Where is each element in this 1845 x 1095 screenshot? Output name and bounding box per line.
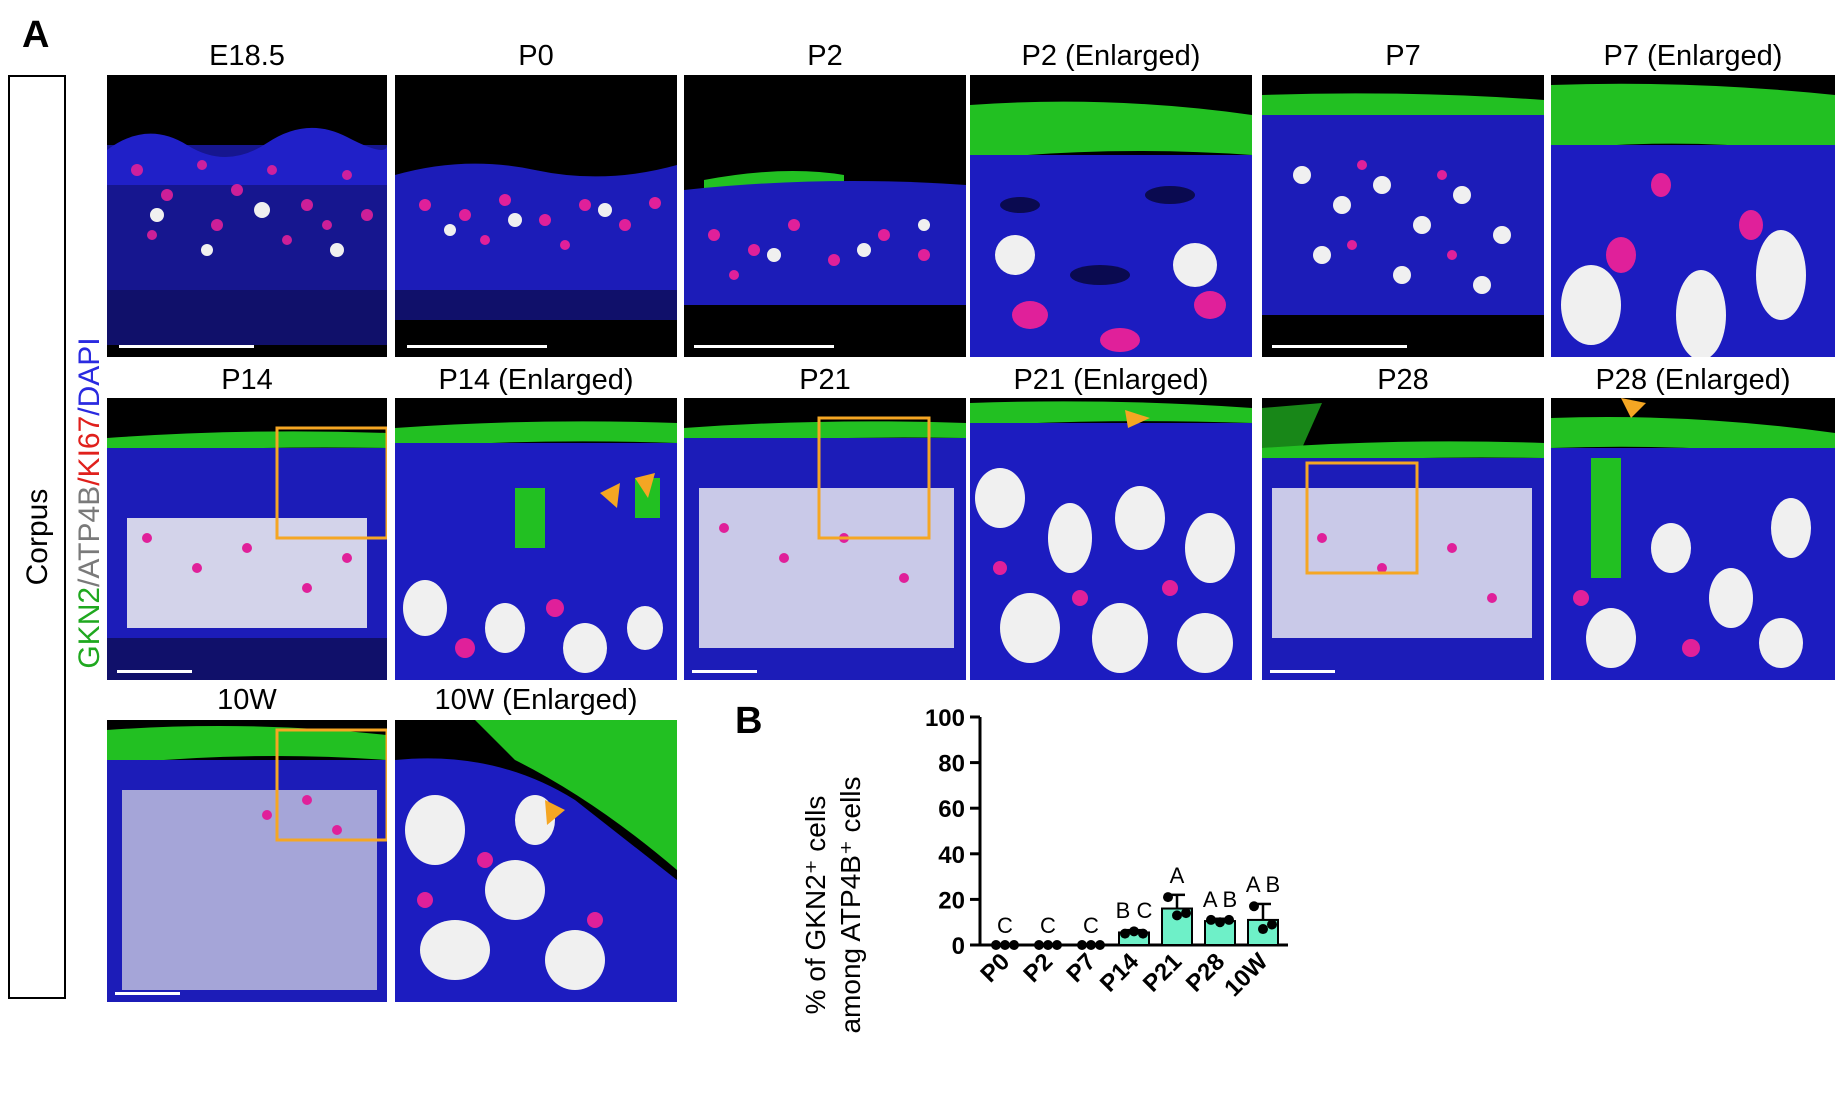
x-tick-label: P21	[1138, 948, 1187, 997]
data-point	[1215, 917, 1225, 928]
micrograph-p21	[684, 398, 966, 680]
title-p21: P21	[799, 364, 851, 396]
y-axis-label-line1: % of GKN2⁺ cells	[800, 796, 831, 1015]
data-point	[1172, 910, 1182, 921]
micrograph-p14-enlarged	[395, 398, 677, 680]
significance-label: A	[1170, 863, 1185, 888]
micrograph-p2-enlarged	[970, 75, 1252, 357]
x-tick-label: P0	[975, 948, 1015, 988]
x-tick-label: 10W	[1219, 948, 1273, 1002]
significance-label: B C	[1116, 898, 1153, 923]
significance-label: A B	[1203, 887, 1237, 912]
significance-label: C	[1083, 913, 1099, 938]
data-point	[1163, 892, 1173, 903]
data-point	[1043, 940, 1053, 950]
micrograph-p0	[395, 75, 677, 357]
data-point	[1138, 928, 1148, 939]
title-p2-enlarged: P2 (Enlarged)	[1021, 40, 1201, 72]
micrograph-10w	[107, 720, 387, 1002]
data-point	[1267, 919, 1277, 930]
significance-label: C	[1040, 913, 1056, 938]
title-p7-enlarged: P7 (Enlarged)	[1603, 40, 1783, 72]
data-point	[1034, 940, 1044, 950]
data-point	[991, 940, 1001, 950]
data-point	[1206, 914, 1216, 925]
corpus-box	[8, 75, 66, 999]
scale-bar	[694, 345, 834, 348]
title-p14: P14	[221, 364, 273, 396]
scale-bar	[1272, 345, 1407, 348]
micrograph-p2	[684, 75, 966, 357]
micrograph-p7-enlarged	[1551, 75, 1835, 357]
micrograph-p14	[107, 398, 387, 680]
title-e18-5: E18.5	[209, 40, 285, 72]
title-p28-enlarged: P28 (Enlarged)	[1595, 364, 1791, 396]
panel-b-letter: B	[735, 700, 763, 742]
stain-gkn2: GKN2	[73, 586, 106, 669]
micrograph-p7	[1262, 75, 1544, 357]
data-point	[1181, 908, 1191, 919]
title-p0: P0	[518, 40, 554, 72]
title-10w: 10W	[217, 684, 277, 716]
scale-bar	[692, 670, 757, 673]
data-point	[1129, 926, 1139, 937]
data-point	[1258, 924, 1268, 935]
title-p21-enlarged: P21 (Enlarged)	[1013, 364, 1209, 396]
data-point	[1077, 940, 1087, 950]
x-tick-label: P14	[1095, 948, 1145, 998]
x-tick-label: P7	[1061, 948, 1101, 988]
scale-bar	[117, 670, 192, 673]
stain-atp4b: ATP4B	[73, 485, 106, 579]
y-tick-label: 0	[952, 933, 965, 960]
data-point	[1052, 940, 1062, 950]
scale-bar	[119, 345, 254, 348]
x-tick-label: P2	[1018, 948, 1058, 988]
data-point	[1000, 940, 1010, 950]
micrograph-10w-enlarged	[395, 720, 677, 1002]
stain-label: GKN2/ATP4B/KI67/DAPI	[73, 337, 107, 668]
stain-sep: /	[73, 578, 106, 587]
y-axis-label-line2: among ATP4B⁺ cells	[835, 776, 866, 1033]
data-point	[1009, 940, 1019, 950]
bar-chart-svg: % of GKN2⁺ cells among ATP4B⁺ cells 0 20 4…	[800, 705, 1288, 1034]
title-10w-enlarged: 10W (Enlarged)	[434, 684, 638, 716]
y-tick-label: 60	[938, 796, 965, 823]
y-tick-label: 20	[938, 887, 965, 914]
scale-bar	[115, 992, 180, 995]
data-point	[1095, 940, 1105, 950]
scale-bar	[407, 345, 547, 348]
stain-ki67: KI67	[73, 415, 106, 478]
title-p7: P7	[1385, 40, 1421, 72]
bar-chart: % of GKN2⁺ cells among ATP4B⁺ cells 0 20 4…	[790, 705, 1410, 1090]
stain-dapi: DAPI	[73, 337, 106, 408]
significance-label: A B	[1246, 872, 1280, 897]
title-p14-enlarged: P14 (Enlarged)	[438, 364, 634, 396]
significance-label: C	[997, 913, 1013, 938]
data-point	[1224, 914, 1234, 925]
y-tick-label: 40	[938, 842, 965, 869]
micrograph-p28	[1262, 398, 1544, 680]
data-point	[1120, 928, 1130, 939]
micrograph-p28-enlarged	[1551, 398, 1835, 680]
y-tick-label: 80	[938, 751, 965, 778]
data-point	[1249, 901, 1259, 912]
micrograph-e18-5	[107, 75, 387, 357]
corpus-label: Corpus	[21, 488, 54, 586]
x-tick-label: P28	[1181, 948, 1230, 997]
stain-sep: /	[73, 407, 106, 416]
title-p28: P28	[1377, 364, 1429, 396]
scale-bar	[1270, 670, 1335, 673]
y-tick-label: 100	[925, 705, 965, 732]
data-point	[1086, 940, 1096, 950]
title-p2: P2	[807, 40, 843, 72]
panel-a-letter: A	[22, 14, 50, 56]
micrograph-p21-enlarged	[970, 398, 1252, 680]
stain-sep: /	[73, 477, 106, 486]
